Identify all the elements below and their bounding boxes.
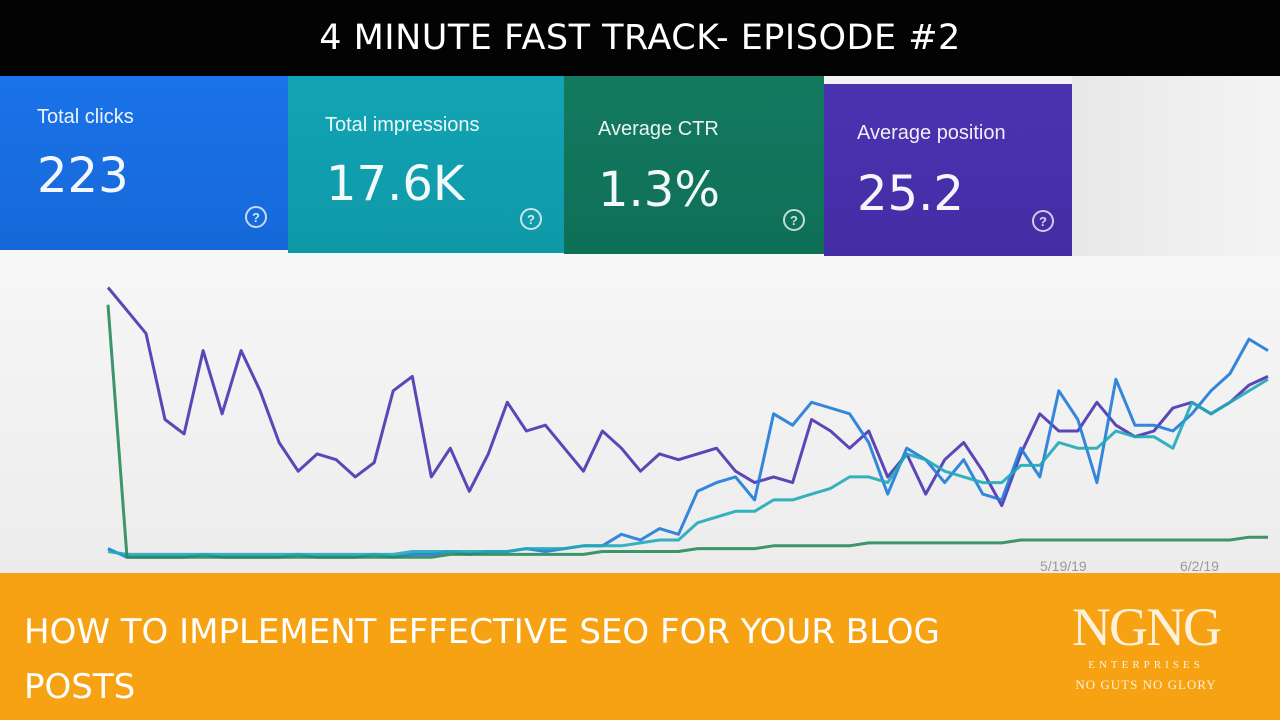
article-title-banner: HOW TO IMPLEMENT EFFECTIVE SEO FOR YOUR … (0, 573, 1280, 720)
total-impressions-card[interactable]: Total impressions 17.6K ? (288, 76, 564, 253)
chart-x-tick-label: 6/2/19 (1180, 558, 1219, 573)
logo-enterprises: ENTERPRISES (1088, 659, 1204, 671)
average-ctr-card[interactable]: Average CTR 1.3% ? (564, 76, 824, 254)
episode-title-banner: 4 MINUTE FAST TRACK- EPISODE #2 (0, 0, 1280, 76)
average-position-label: Average position (857, 122, 1006, 144)
chart-series-line-2 (107, 378, 1269, 556)
help-icon[interactable]: ? (245, 206, 267, 228)
logo-tagline: NO GUTS NO GLORY (1075, 677, 1217, 692)
episode-title: 4 MINUTE FAST TRACK- EPISODE #2 (319, 18, 961, 58)
search-console-dashboard: 5/19/19 6/2/19 Total clicks 223 ? Total i… (0, 76, 1280, 573)
help-icon[interactable]: ? (520, 208, 542, 230)
average-ctr-label: Average CTR (598, 118, 719, 140)
ngng-logo: NGNG ENTERPRISES NO GUTS NO GLORY (1056, 597, 1236, 697)
total-impressions-label: Total impressions (325, 114, 480, 136)
article-title: HOW TO IMPLEMENT EFFECTIVE SEO FOR YOUR … (24, 612, 940, 707)
average-ctr-value: 1.3% (598, 162, 720, 218)
average-position-card[interactable]: Average position 25.2 ? (824, 84, 1072, 256)
chart-series-line-0 (106, 286, 1269, 508)
logo-mark: NGNG (1072, 597, 1222, 657)
chart-series-line-3 (106, 304, 1268, 559)
total-clicks-label: Total clicks (37, 106, 134, 128)
help-icon[interactable]: ? (1032, 210, 1054, 232)
total-impressions-value: 17.6K (326, 156, 465, 212)
metric-cards: Total clicks 223 ? Total impressions 17.… (0, 76, 1280, 256)
average-position-value: 25.2 (857, 166, 964, 222)
chart-x-tick-label: 5/19/19 (1040, 558, 1087, 573)
performance-line-chart: 5/19/19 6/2/19 (106, 286, 1269, 573)
blurred-background (1072, 76, 1280, 256)
help-icon[interactable]: ? (783, 209, 805, 231)
total-clicks-card[interactable]: Total clicks 223 ? (0, 76, 288, 250)
total-clicks-value: 223 (37, 148, 129, 204)
